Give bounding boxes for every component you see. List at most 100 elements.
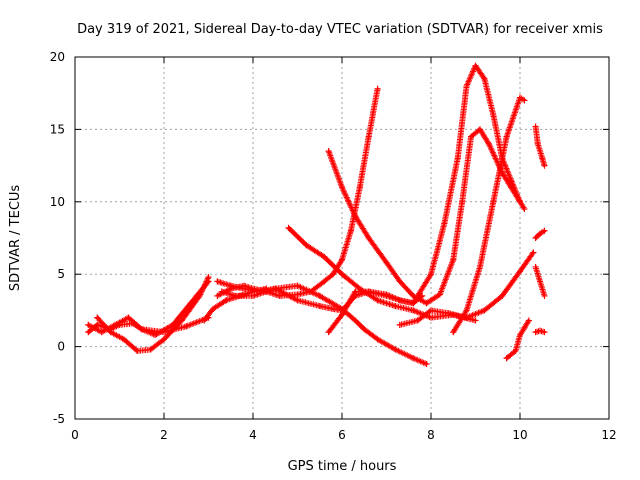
data-point	[214, 292, 221, 299]
data-point	[374, 297, 381, 304]
series-track-7	[285, 224, 479, 324]
data-point	[321, 253, 328, 260]
data-point	[450, 256, 457, 263]
data-point	[392, 303, 399, 310]
data-point	[537, 230, 544, 237]
data-point	[521, 97, 528, 104]
data-point	[463, 82, 470, 89]
data-point	[410, 300, 417, 307]
series-markers	[503, 317, 532, 362]
data-point	[445, 310, 452, 317]
data-point	[85, 321, 92, 328]
data-point	[112, 321, 119, 328]
series-track-3	[94, 274, 212, 354]
series-track-2	[85, 278, 212, 339]
data-point	[161, 336, 167, 343]
data-point	[490, 198, 497, 205]
data-point	[352, 213, 359, 220]
data-point	[294, 291, 301, 298]
data-point	[365, 288, 372, 295]
data-point	[241, 285, 248, 292]
data-point	[361, 326, 368, 333]
data-point	[330, 305, 337, 312]
data-point	[138, 326, 145, 333]
data-point	[339, 271, 345, 278]
data-point	[325, 329, 332, 336]
data-point	[525, 317, 532, 324]
data-point	[517, 332, 523, 339]
data-point	[272, 285, 279, 292]
data-point	[428, 271, 434, 278]
series-track-15	[532, 263, 548, 299]
data-point	[227, 282, 234, 289]
data-point	[428, 314, 434, 321]
x-tick-label: 10	[512, 428, 527, 442]
chart-title: Day 319 of 2021, Sidereal Day-to-day VTE…	[77, 22, 603, 37]
data-point	[481, 75, 488, 82]
data-point	[521, 324, 528, 331]
x-axis-label: GPS time / hours	[288, 459, 397, 474]
data-point	[532, 235, 539, 241]
y-tick-label: 20	[50, 50, 65, 64]
data-point	[485, 140, 492, 147]
data-point	[472, 317, 479, 324]
data-point	[396, 321, 403, 328]
data-point	[392, 346, 399, 353]
data-point	[512, 347, 519, 354]
data-point	[383, 259, 390, 266]
data-point	[330, 271, 337, 278]
data-point	[201, 317, 208, 324]
data-point	[365, 133, 372, 140]
data-point	[294, 282, 301, 289]
x-tick-label: 0	[71, 428, 79, 442]
data-point	[178, 317, 185, 324]
data-point	[476, 263, 483, 270]
data-point	[541, 162, 548, 169]
data-point	[183, 323, 190, 330]
data-point	[94, 314, 101, 321]
data-point	[532, 263, 539, 270]
data-point	[209, 305, 216, 312]
y-axis-label: SDTVAR / TECUs	[8, 185, 23, 292]
tick-layer: 0 2 4 6 8 10 12 -5 0 5 10 15 20	[50, 50, 617, 442]
series-markers	[214, 85, 381, 299]
data-point	[205, 274, 212, 281]
data-point	[436, 291, 443, 298]
x-tick-label: 4	[249, 428, 257, 442]
data-point	[541, 292, 548, 299]
data-point	[490, 111, 497, 118]
data-point	[396, 297, 403, 304]
data-point	[414, 317, 421, 324]
x-tick-label: 12	[601, 428, 616, 442]
data-point	[468, 133, 475, 140]
data-point	[541, 329, 548, 336]
data-point	[325, 148, 332, 155]
grid-layer	[75, 57, 609, 419]
series-track-17	[201, 285, 270, 324]
data-point	[454, 155, 461, 162]
data-point	[152, 332, 159, 339]
data-point	[476, 126, 483, 133]
y-tick-label: 5	[57, 267, 65, 281]
data-point	[285, 224, 292, 231]
data-point	[365, 235, 372, 241]
data-point	[321, 278, 328, 285]
data-point	[463, 307, 470, 314]
data-point	[316, 303, 323, 310]
data-point	[125, 314, 132, 321]
series-track-13	[532, 123, 548, 169]
data-point	[423, 300, 430, 307]
data-point	[352, 288, 359, 295]
data-point	[347, 227, 354, 234]
data-point	[356, 184, 363, 191]
data-point	[374, 336, 381, 343]
x-tick-label: 2	[160, 428, 168, 442]
data-point	[517, 268, 523, 275]
x-tick-label: 8	[427, 428, 435, 442]
data-point	[250, 288, 256, 295]
data-point	[98, 329, 105, 336]
data-point	[147, 346, 154, 353]
data-point	[503, 355, 510, 362]
data-point	[276, 292, 283, 299]
